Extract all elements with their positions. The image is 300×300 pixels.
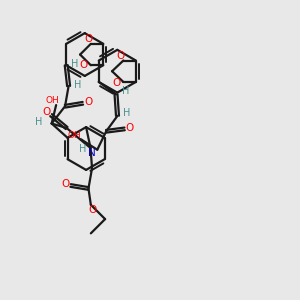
Text: O: O xyxy=(61,179,69,189)
Text: O: O xyxy=(88,205,97,215)
Text: O: O xyxy=(84,34,93,44)
Text: OH: OH xyxy=(46,96,59,105)
Text: O: O xyxy=(43,107,51,117)
Text: H: H xyxy=(71,59,79,69)
Text: H: H xyxy=(122,86,129,96)
Text: H: H xyxy=(35,117,43,127)
Text: OH: OH xyxy=(68,131,81,140)
Text: O: O xyxy=(117,51,125,62)
Text: O: O xyxy=(80,60,88,70)
Text: O: O xyxy=(113,78,121,88)
Text: H: H xyxy=(79,143,87,154)
Text: N: N xyxy=(88,148,96,158)
Text: O: O xyxy=(126,123,134,133)
Text: O: O xyxy=(84,98,92,107)
Text: H: H xyxy=(74,80,81,90)
Text: H: H xyxy=(123,108,131,118)
